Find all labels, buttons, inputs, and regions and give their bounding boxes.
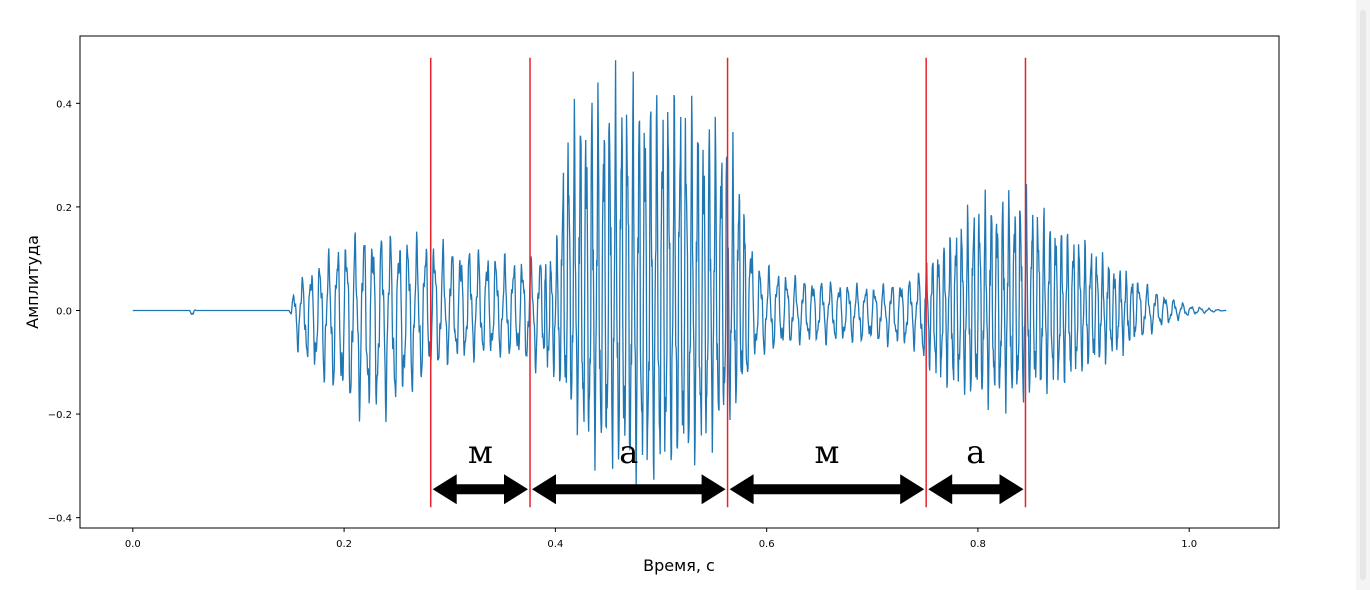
y-axis-ticks: −0.4 −0.2 0.0 0.2 0.4 — [48, 99, 80, 525]
phoneme-label: м — [814, 433, 839, 471]
waveform-series — [132, 60, 1227, 486]
x-axis-label: Время, с — [643, 556, 715, 575]
y-tick-label: 0.4 — [56, 99, 72, 110]
x-tick-label: 0.6 — [759, 539, 775, 550]
segment-arrow — [928, 474, 1024, 505]
x-tick-label: 0.2 — [336, 539, 352, 550]
y-axis-label: Амплитуда — [23, 235, 42, 329]
segment-arrow — [432, 474, 528, 505]
segment-arrow — [729, 474, 925, 505]
y-tick-label: −0.2 — [48, 410, 72, 421]
phoneme-label: а — [966, 433, 985, 471]
scrollbar-thumb[interactable] — [1360, 10, 1366, 580]
segment-arrow — [532, 474, 726, 505]
x-tick-label: 0.4 — [547, 539, 563, 550]
y-tick-label: −0.4 — [48, 514, 72, 525]
y-tick-label: 0.0 — [56, 306, 72, 317]
phoneme-label: м — [468, 433, 493, 471]
y-tick-label: 0.2 — [56, 203, 72, 214]
phoneme-label: а — [619, 433, 638, 471]
plot-area — [79, 35, 1280, 529]
x-tick-label: 0.8 — [970, 539, 986, 550]
x-tick-label: 1.0 — [1181, 539, 1197, 550]
waveform-line — [132, 60, 1227, 486]
segment-markers — [429, 57, 1027, 508]
x-axis-ticks: 0.0 0.2 0.4 0.6 0.8 1.0 — [125, 528, 1197, 550]
x-tick-label: 0.0 — [125, 539, 141, 550]
